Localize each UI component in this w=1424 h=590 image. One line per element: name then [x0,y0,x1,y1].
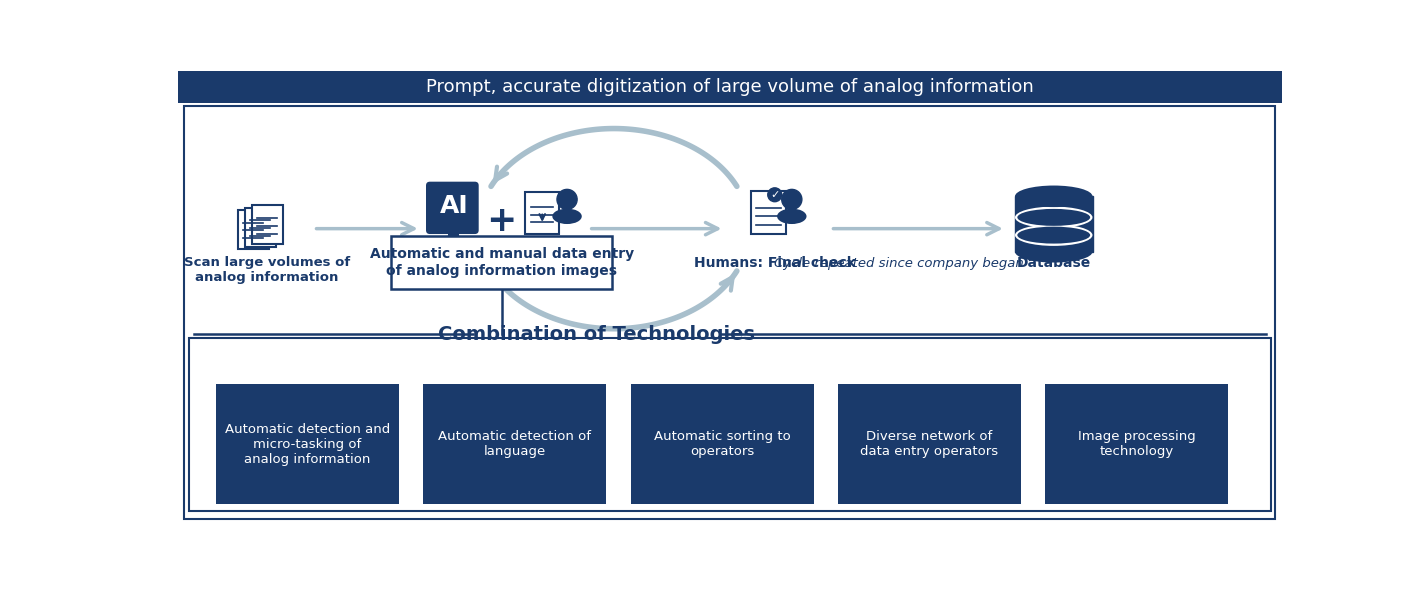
Text: Automatic sorting to
operators: Automatic sorting to operators [654,430,790,458]
Ellipse shape [1015,206,1092,228]
FancyBboxPatch shape [447,229,459,238]
FancyBboxPatch shape [631,384,813,504]
Ellipse shape [1015,185,1092,207]
FancyBboxPatch shape [1045,384,1229,504]
Circle shape [782,189,802,209]
Text: Prompt, accurate digitization of large volume of analog information: Prompt, accurate digitization of large v… [426,78,1034,96]
Text: Combination of Technologies: Combination of Technologies [439,324,755,343]
FancyBboxPatch shape [839,384,1021,504]
Polygon shape [1015,196,1092,252]
Text: Diverse network of
data entry operators: Diverse network of data entry operators [860,430,998,458]
Text: Automatic and manual data entry
of analog information images: Automatic and manual data entry of analo… [369,247,634,278]
FancyBboxPatch shape [525,192,560,234]
Ellipse shape [778,209,806,224]
FancyBboxPatch shape [426,182,478,234]
Ellipse shape [433,235,473,247]
FancyBboxPatch shape [245,208,276,247]
Ellipse shape [1017,227,1091,244]
Ellipse shape [1015,224,1092,246]
Ellipse shape [1017,209,1091,226]
Circle shape [768,188,782,202]
Text: Scan large volumes of
analog information: Scan large volumes of analog information [184,255,350,284]
Ellipse shape [553,209,582,224]
FancyBboxPatch shape [238,210,269,249]
FancyBboxPatch shape [750,191,786,234]
FancyBboxPatch shape [423,384,607,504]
Text: Cycle repeated since company began: Cycle repeated since company began [773,257,1024,270]
Text: ✓: ✓ [770,190,779,200]
Text: Humans: Final check: Humans: Final check [693,255,856,270]
Text: +: + [487,204,517,238]
Circle shape [557,189,577,209]
FancyBboxPatch shape [178,71,1282,103]
Text: Automatic detection and
micro-tasking of
analog information: Automatic detection and micro-tasking of… [225,423,390,466]
FancyBboxPatch shape [215,384,399,504]
Text: AI:
Data entry: AI: Data entry [417,255,488,284]
Text: Automatic detection of
language: Automatic detection of language [439,430,591,458]
Ellipse shape [1015,241,1092,263]
FancyBboxPatch shape [252,205,282,244]
Text: AI: AI [440,194,468,218]
Text: Humans:
Manual entry: Humans: Manual entry [506,255,594,284]
Text: Image processing
technology: Image processing technology [1078,430,1196,458]
Text: Database: Database [1017,255,1091,270]
FancyBboxPatch shape [390,237,612,289]
